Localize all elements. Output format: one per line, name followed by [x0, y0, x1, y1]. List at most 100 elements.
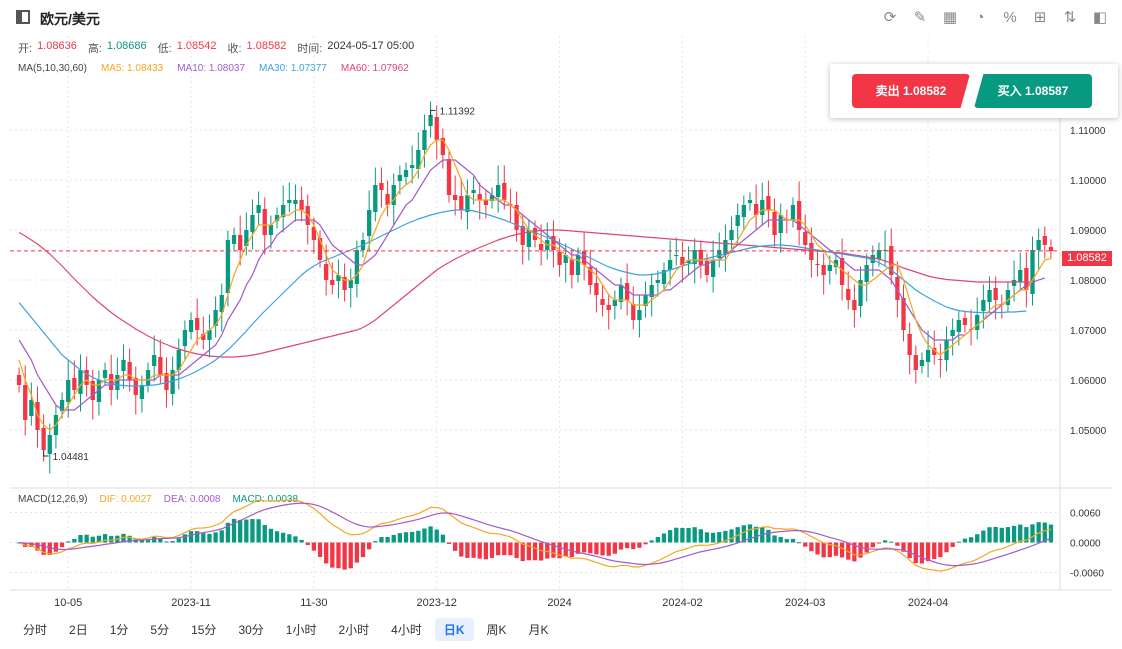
- candle-body: [145, 370, 151, 385]
- candle-body: [1005, 290, 1011, 305]
- candle-body: [324, 264, 329, 280]
- refresh-icon[interactable]: ⟳: [883, 9, 897, 26]
- dea-line: [19, 502, 1052, 567]
- ma60-legend: MA60: 1.07962: [340, 63, 409, 74]
- candle-body: [962, 318, 968, 325]
- macd-bar: [244, 519, 249, 543]
- candle-body: [367, 210, 372, 236]
- ma60-line: [18, 229, 1033, 358]
- interval-tab[interactable]: 30分: [238, 623, 264, 637]
- candle-body: [495, 185, 501, 197]
- candle-body: [434, 117, 439, 140]
- indicator-icon[interactable]: ◔: [975, 9, 985, 26]
- candle-body: [1018, 270, 1023, 282]
- candle-body: [729, 230, 734, 240]
- chart-type-icon[interactable]: ▦: [942, 9, 958, 26]
- macd-bar: [968, 537, 974, 543]
- macd-bar: [1042, 522, 1047, 543]
- interval-tab[interactable]: 月K: [528, 623, 549, 637]
- macd-bar: [784, 539, 789, 543]
- compare-icon[interactable]: ⇅: [1063, 9, 1077, 26]
- macd-bar: [293, 536, 298, 543]
- macd-bar: [434, 529, 439, 543]
- macd-bar: [919, 542, 925, 564]
- candle-body: [47, 435, 52, 454]
- interval-tab[interactable]: 分时: [23, 623, 48, 637]
- macd-bar: [188, 531, 194, 543]
- macd-bar: [704, 532, 710, 543]
- macd-bar: [1048, 524, 1054, 543]
- macd-bar: [858, 542, 863, 558]
- candle-body: [293, 200, 298, 204]
- candle-body: [938, 359, 943, 360]
- candle-body: [1030, 250, 1035, 294]
- macd-bar: [78, 534, 83, 543]
- candle-body: [1042, 236, 1047, 245]
- ma30-line: [18, 209, 1027, 387]
- macd-bar: [987, 527, 992, 543]
- macd-bar: [796, 542, 802, 544]
- interval-tab[interactable]: 1小时: [285, 623, 317, 637]
- price-tick-label: 1.10000: [1070, 176, 1107, 187]
- candle-body: [78, 370, 83, 394]
- candle-body: [680, 257, 685, 265]
- sidebar-toggle-icon[interactable]: [16, 10, 30, 24]
- macd-legend: MACD(12,26,9) DIF: 0.0027 DEA: 0.0008 MA…: [18, 494, 298, 505]
- candle-body: [741, 205, 746, 217]
- candle-body: [41, 428, 46, 450]
- macd-bar: [299, 539, 304, 543]
- macd-bar: [416, 530, 421, 543]
- macd-value-legend: MACD: 0.0038: [232, 494, 299, 505]
- candle-body: [23, 385, 28, 420]
- macd-bar: [766, 529, 771, 543]
- layout-icon[interactable]: ⊞: [1033, 9, 1047, 26]
- macd-bar: [483, 542, 489, 560]
- candle-body: [655, 280, 660, 283]
- candle-body: [594, 283, 599, 295]
- interval-tab[interactable]: 5分: [150, 623, 170, 637]
- panel-icon[interactable]: ◧: [1092, 9, 1108, 26]
- candle-body: [624, 283, 630, 300]
- macd-bar: [747, 524, 753, 543]
- candle-body: [950, 330, 955, 336]
- candle-body: [440, 138, 446, 155]
- macd-bar: [833, 542, 839, 556]
- interval-tab[interactable]: 4小时: [391, 623, 422, 637]
- interval-tab[interactable]: 日K: [434, 618, 474, 641]
- interval-tab[interactable]: 15分: [191, 623, 217, 637]
- macd-bar: [139, 540, 145, 543]
- candle-body: [532, 228, 538, 240]
- macd-bar: [815, 542, 820, 555]
- macd-bar: [901, 542, 906, 552]
- candle-body: [520, 226, 525, 245]
- buy-button[interactable]: 买入 1.08587: [974, 74, 1092, 108]
- macd-bar: [741, 525, 746, 543]
- macd-bar: [1011, 525, 1017, 543]
- interval-tab[interactable]: 2日: [69, 623, 88, 637]
- macd-bar: [336, 542, 341, 569]
- interval-tab[interactable]: 1分: [109, 623, 129, 637]
- draw-icon[interactable]: ✎: [913, 9, 927, 26]
- candle-body: [809, 243, 814, 260]
- x-tick-label: 11-30: [300, 597, 327, 609]
- macd-bar: [471, 542, 476, 558]
- sell-button[interactable]: 卖出 1.08582: [852, 74, 970, 108]
- candle-body: [557, 252, 562, 265]
- candle-body: [993, 288, 998, 300]
- percent-icon[interactable]: %: [1003, 9, 1017, 26]
- candle-body: [925, 350, 931, 362]
- candle-body: [176, 350, 181, 370]
- macd-bar: [453, 542, 458, 551]
- macd-bar: [410, 531, 415, 543]
- macd-bar: [201, 533, 206, 543]
- macd-bar: [1024, 527, 1029, 543]
- macd-bar: [231, 518, 237, 543]
- macd-bar: [317, 542, 323, 557]
- macd-bar: [324, 542, 329, 564]
- macd-bar: [950, 542, 955, 547]
- interval-tab[interactable]: 周K: [486, 623, 507, 637]
- candle-body: [790, 205, 796, 220]
- candle-body: [858, 280, 863, 306]
- interval-tab[interactable]: 2小时: [338, 623, 370, 637]
